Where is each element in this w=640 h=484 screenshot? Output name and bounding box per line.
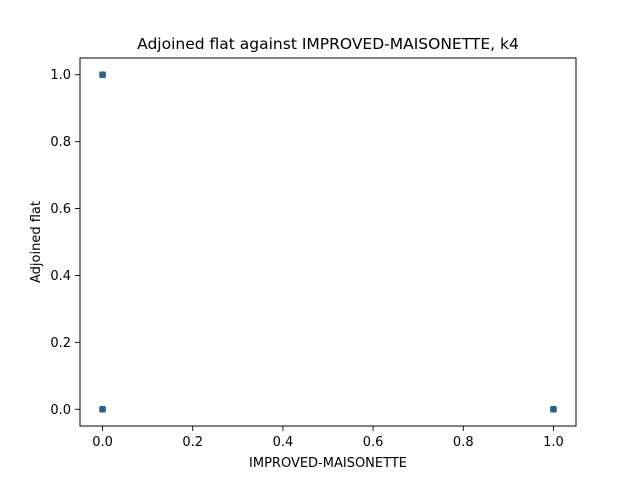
y-tick-label: 0.4 — [50, 269, 71, 284]
data-point — [99, 405, 106, 413]
data-point — [99, 71, 106, 79]
y-tick-label: 0.0 — [50, 403, 71, 418]
x-tick-label: 1.0 — [543, 435, 564, 450]
y-axis-label: Adjoined flat — [29, 201, 44, 283]
x-tick-label: 0.6 — [363, 435, 384, 450]
y-tick-label: 0.2 — [50, 336, 71, 351]
axes-frame — [79, 57, 577, 427]
chart-title: Adjoined flat against IMPROVED-MAISONETT… — [137, 35, 519, 53]
y-tick-label: 0.6 — [50, 202, 71, 217]
x-tick-label: 0.2 — [182, 435, 203, 450]
x-tick-label: 0.0 — [92, 435, 113, 450]
x-tick-label: 0.8 — [453, 435, 474, 450]
x-axis-label: IMPROVED-MAISONETTE — [249, 456, 407, 471]
y-tick-label: 1.0 — [50, 68, 71, 83]
plot-area: 0.0 0.2 0.4 0.6 0.8 1.0 0.0 0.2 0.4 0.6 0.8 1.0 — [50, 57, 577, 450]
data-point — [550, 405, 557, 413]
x-tick-label: 0.4 — [273, 435, 294, 450]
y-tick-label: 0.8 — [50, 135, 71, 150]
